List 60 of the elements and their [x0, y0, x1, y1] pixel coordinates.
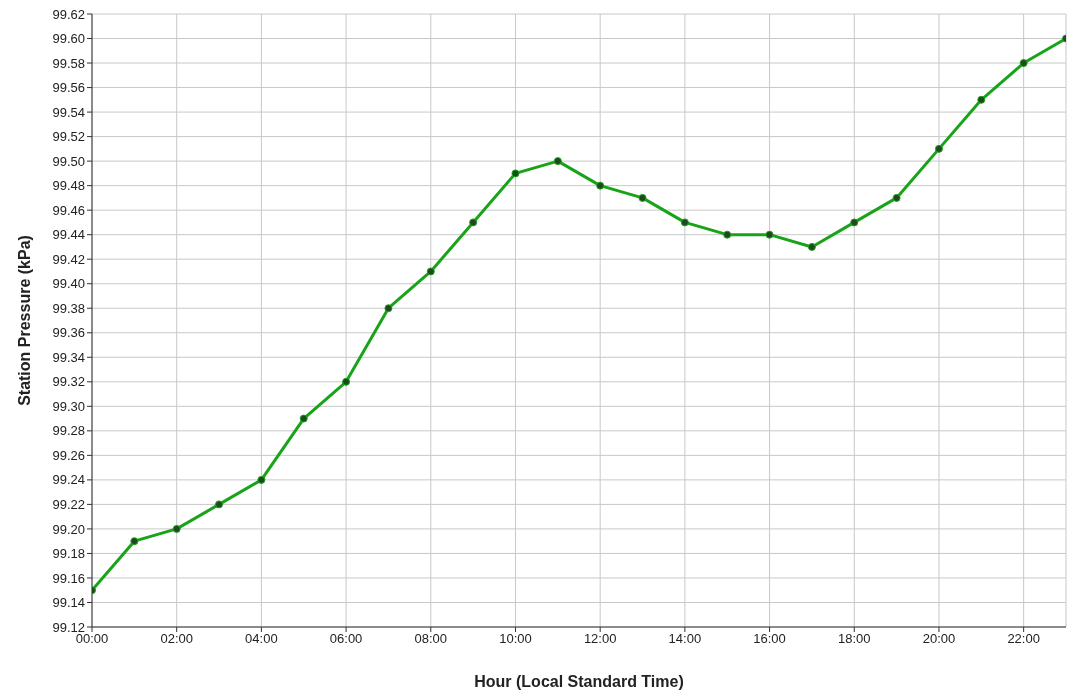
y-tick-label: 99.52: [52, 129, 85, 145]
point: [426, 267, 435, 276]
y-tick-label: 99.16: [52, 570, 85, 586]
y-tick-label: 99.58: [52, 55, 85, 71]
x-tick-label: 02:00: [160, 631, 193, 647]
y-tick-label: 99.56: [52, 80, 85, 96]
x-tick-label: 04:00: [245, 631, 278, 647]
y-tick-label: 99.54: [52, 104, 85, 120]
y-tick-label: 99.40: [52, 276, 85, 292]
point: [596, 181, 605, 190]
point: [934, 144, 943, 153]
point: [1019, 59, 1028, 68]
x-tick-label: 16:00: [753, 631, 786, 647]
x-axis-title: Hour (Local Standard Time): [474, 673, 684, 690]
y-tick-label: 99.30: [52, 398, 85, 414]
point: [680, 218, 689, 227]
point: [257, 475, 266, 484]
point: [553, 157, 562, 166]
y-tick-label: 99.18: [52, 546, 85, 562]
y-tick-label: 99.22: [52, 497, 85, 513]
point: [807, 242, 816, 251]
y-tick-label: 99.50: [52, 153, 85, 169]
y-axis-title: Station Pressure (kPa): [15, 235, 33, 406]
y-tick-label: 99.14: [52, 595, 85, 611]
point: [977, 95, 986, 104]
point: [765, 230, 774, 239]
point: [511, 169, 520, 178]
y-tick-label: 99.26: [52, 447, 85, 463]
point: [172, 524, 181, 533]
x-tick-label: 18:00: [837, 631, 871, 647]
point: [215, 500, 224, 509]
point: [638, 193, 647, 202]
point: [130, 537, 139, 546]
y-tick-label: 99.48: [52, 178, 85, 194]
point: [299, 414, 308, 423]
point: [850, 218, 859, 227]
point: [384, 304, 393, 313]
x-tick-label: 12:00: [583, 631, 617, 647]
point: [723, 230, 732, 239]
y-tick-label: 99.42: [52, 251, 85, 267]
y-tick-label: 99.44: [52, 227, 85, 243]
x-tick-label: 10:00: [499, 631, 532, 647]
y-tick-label: 99.34: [52, 349, 85, 365]
y-tick-label: 99.62: [52, 6, 85, 22]
x-tick-label: 20:00: [922, 631, 956, 647]
point: [342, 377, 351, 386]
x-tick-label: 14:00: [668, 631, 702, 647]
y-tick-label: 99.20: [52, 521, 85, 537]
x-tick-label: 06:00: [329, 631, 363, 647]
y-tick-label: 99.28: [52, 423, 85, 439]
y-tick-label: 99.46: [52, 202, 85, 218]
y-tick-label: 99.32: [52, 374, 85, 390]
x-tick-label: 22:00: [1007, 631, 1040, 647]
y-tick-label: 99.60: [52, 31, 85, 47]
x-tick-label: 08:00: [414, 631, 448, 647]
point: [469, 218, 478, 227]
y-tick-label: 99.36: [52, 325, 85, 341]
point: [892, 193, 901, 202]
y-tick-label: 99.24: [52, 472, 85, 488]
y-tick-label: 99.38: [52, 300, 85, 316]
